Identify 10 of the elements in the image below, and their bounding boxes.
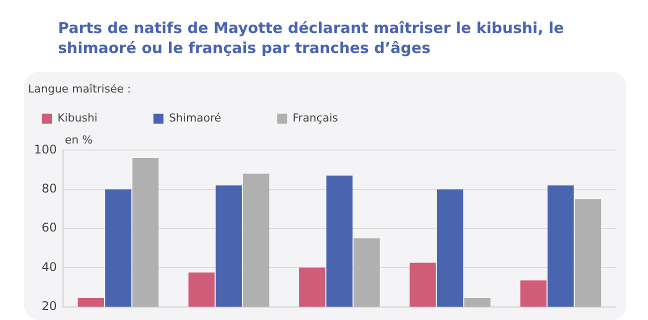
- legend-label: Français: [292, 112, 380, 125]
- y-axis-title: en %: [64, 134, 93, 147]
- y-tick-label: 20: [42, 298, 57, 313]
- y-tick-label: 60: [42, 220, 57, 235]
- y-tick-label: 80: [42, 181, 57, 196]
- y-tick-label: 100: [34, 142, 57, 156]
- legend-label: Kibushi: [58, 112, 140, 125]
- chart-title: Parts de natifs de Mayotte déclarant maîtriser le kibushi, le shimaoré ou le français par tranches d’âges: [58, 18, 565, 58]
- y-tick-label: 40: [42, 260, 57, 274]
- legend-label: Shimaoré: [168, 112, 264, 125]
